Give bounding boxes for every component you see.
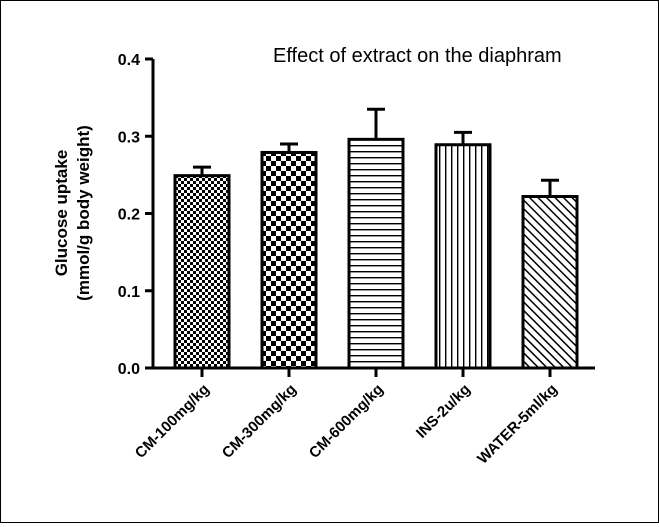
- y-tick-label: 0.2: [118, 207, 140, 224]
- x-tick-label: CM-300mg/kg: [219, 381, 300, 462]
- y-tick-label: 0.0: [118, 361, 140, 378]
- bar-group: [347, 107, 405, 370]
- bar: [260, 150, 318, 370]
- y-axis: 0.0 0.1 0.2 0.3 0.4: [118, 52, 155, 378]
- bar-group: [434, 130, 492, 370]
- y-axis-label-line1: Glucose uptake: [52, 150, 71, 277]
- bars: [173, 107, 579, 370]
- x-tick-label: WATER-5ml/kg: [474, 381, 561, 468]
- x-axis: CM-100mg/kg CM-300mg/kg CM-600mg/kg INS-2u/…: [132, 366, 595, 468]
- bar-group: [260, 142, 318, 370]
- chart-title: Effect of extract on the diaphram: [273, 45, 562, 67]
- x-tick-label: CM-100mg/kg: [132, 381, 213, 462]
- y-axis-label-line2: (mmol/g body weight): [74, 125, 93, 301]
- bar-group: [173, 165, 231, 370]
- bar: [173, 174, 231, 370]
- y-axis-label: Glucose uptake (mmol/g body weight): [52, 125, 93, 301]
- x-tick-label: INS-2u/kg: [413, 381, 474, 442]
- bar: [434, 143, 492, 370]
- bar: [521, 195, 579, 370]
- bar-group: [521, 178, 579, 370]
- y-tick-label: 0.4: [118, 52, 140, 69]
- y-tick-label: 0.1: [118, 284, 140, 301]
- y-tick-label: 0.3: [118, 129, 140, 146]
- x-tick-label: CM-600mg/kg: [306, 381, 387, 462]
- bar: [347, 137, 405, 370]
